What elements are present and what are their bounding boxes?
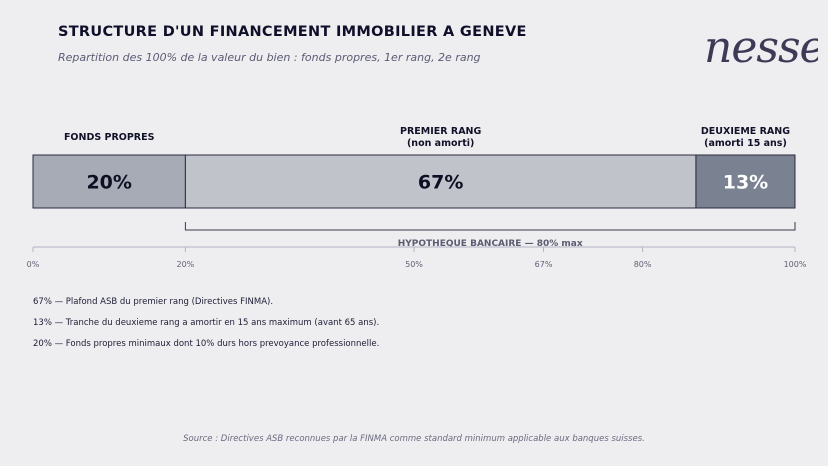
segment-value-label: 67% xyxy=(418,172,463,194)
segments-layer: 20% FONDS PROPRES 67% PREMIER RANG(non amor… xyxy=(32,126,796,209)
bar-segment xyxy=(32,154,186,209)
segment-value-label: 13% xyxy=(723,172,768,194)
segment-value-label: 20% xyxy=(86,172,131,194)
bar-segment xyxy=(695,154,796,209)
notes-list: 67% — Plafond ASB du premier rang (Direc… xyxy=(33,297,379,360)
tick-label: 20% xyxy=(177,260,195,269)
note-item: 67% — Plafond ASB du premier rang (Direc… xyxy=(33,297,274,307)
bracket-layer: HYPOTHEQUE BANCAIRE — 80% max xyxy=(184,222,796,249)
tick-label: 67% xyxy=(535,260,553,269)
page-title: STRUCTURE D'UN FINANCEMENT IMMOBILIER A … xyxy=(58,24,527,40)
bar-segment xyxy=(184,154,697,209)
segment-category-label: DEUXIEME RANG xyxy=(701,126,790,137)
logo-text: nessell xyxy=(704,22,818,73)
bracket-line xyxy=(184,222,796,231)
axis-layer: 0% 20% 50% 67% 80% 100% xyxy=(27,246,807,269)
tick-label: 50% xyxy=(405,260,423,269)
tick-label: 0% xyxy=(27,260,40,269)
tick-label: 80% xyxy=(634,260,652,269)
note-item: 13% — Tranche du deuxieme rang a amortir… xyxy=(33,318,380,328)
nessell-logo: nessell xyxy=(704,22,818,73)
segment-category-label: FONDS PROPRES xyxy=(64,132,155,143)
page-subtitle: Repartition des 100% de la valeur du bie… xyxy=(58,51,481,64)
segment-category-label: (amorti 15 ans) xyxy=(704,138,787,149)
source-note: Source : Directives ASB reconnues par la… xyxy=(183,434,645,444)
tick-label: 100% xyxy=(784,260,807,269)
segment-category-label: PREMIER RANG xyxy=(400,126,481,137)
bracket-label: HYPOTHEQUE BANCAIRE — 80% max xyxy=(398,239,583,249)
financing-structure-chart: 20% FONDS PROPRES 67% PREMIER RANG(non amor… xyxy=(27,126,807,269)
segment-category-label: (non amorti) xyxy=(407,138,474,149)
note-item: 20% — Fonds propres minimaux dont 10% du… xyxy=(33,339,380,349)
